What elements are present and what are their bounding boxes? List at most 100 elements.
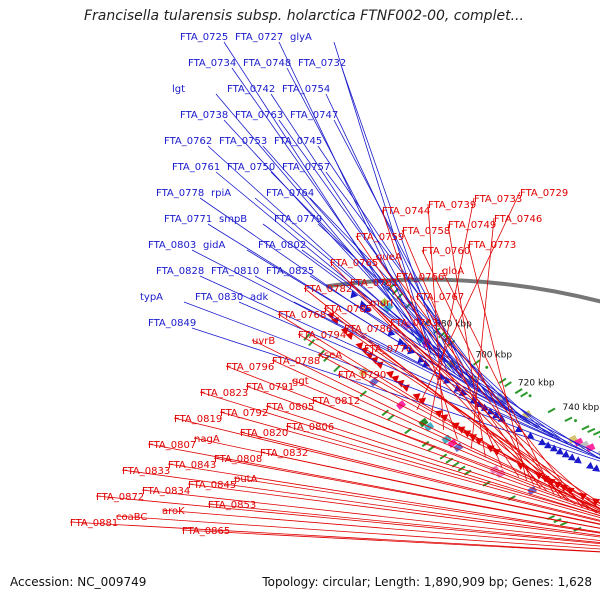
forward-gene-label: typA <box>140 292 163 303</box>
forward-gene-leader <box>341 67 447 367</box>
forward-gene-label: FTA_0745 <box>274 136 322 147</box>
reverse-gene-label: FTA_0758 <box>402 226 450 237</box>
reverse-gene-leader <box>337 373 600 505</box>
scale-label: 700 kbp <box>475 351 512 361</box>
gc-feature-mark <box>308 338 316 347</box>
forward-gene-leader <box>309 197 525 421</box>
reverse-gene-label: FTA_0807 <box>148 440 196 451</box>
reverse-gene-label: FTA_0792 <box>220 408 268 419</box>
cog-feature-block <box>567 434 578 444</box>
forward-gene-label: FTA_0825 <box>266 266 314 277</box>
forward-gene-label: FTA_0762 <box>164 136 212 147</box>
scale-tick <box>485 365 489 369</box>
reverse-gene-leader <box>311 399 600 509</box>
reverse-gene-label: FTA_0770 <box>364 344 412 355</box>
reverse-gene-label: FTA_0806 <box>286 422 334 433</box>
forward-gene-label: FTA_0849 <box>148 318 196 329</box>
reverse-gene-label: FTA_0746 <box>494 214 542 225</box>
reverse-gene-label: FTA_0881 <box>70 518 118 529</box>
forward-gene-leader <box>278 119 471 386</box>
reverse-gene-leader <box>187 483 600 538</box>
reverse-gene-label: FTA_0768 <box>278 310 326 321</box>
forward-gene-leader <box>191 327 600 462</box>
reverse-gene-leader <box>245 385 600 513</box>
reverse-strand-gene <box>412 393 421 401</box>
reverse-gene-leader <box>395 275 562 499</box>
reverse-gene-leader <box>213 457 600 529</box>
reverse-gene-label: uvrB <box>252 336 275 347</box>
forward-strand-gene <box>592 464 600 472</box>
reverse-gene-label: FTA_0853 <box>208 500 256 511</box>
reverse-strand-gene <box>340 327 349 336</box>
cog-feature-block <box>421 337 432 348</box>
reverse-gene-leader <box>415 295 583 508</box>
reverse-gene-label: FTA_0832 <box>260 448 308 459</box>
reverse-gene-label: FTA_0760 <box>422 246 470 257</box>
reverse-gene-label: FTA_0767 <box>416 292 464 303</box>
reverse-gene-label: FTA_0759 <box>356 232 404 243</box>
cog-feature-block <box>573 437 584 447</box>
forward-gene-label: FTA_0754 <box>282 84 330 95</box>
reverse-gene-label: FTA_0744 <box>382 206 430 217</box>
gc-feature-mark <box>359 390 367 398</box>
reverse-gene-leader <box>95 495 600 545</box>
gc-feature-mark <box>504 381 512 388</box>
forward-gene-leader <box>246 249 561 441</box>
forward-gene-leader <box>262 223 539 429</box>
cog-feature-block <box>453 442 464 453</box>
reverse-gene-label: nagA <box>194 434 220 445</box>
reverse-gene-label: FTA_0793 <box>390 318 438 329</box>
reverse-strand-gene <box>401 384 410 392</box>
reverse-gene-leader <box>285 425 600 516</box>
forward-gene-leader <box>293 301 600 456</box>
reverse-gene-leader <box>233 477 600 534</box>
forward-gene-label: FTA_0727 <box>235 32 283 43</box>
reverse-gene-leader <box>207 503 600 543</box>
reverse-gene-label: FTA_0865 <box>182 526 230 537</box>
forward-strand-gene <box>555 447 564 455</box>
reverse-gene-leader <box>421 249 534 485</box>
gc-feature-mark <box>472 359 481 366</box>
forward-strand-gene <box>492 411 501 419</box>
reverse-gene-leader <box>141 489 600 541</box>
forward-gene-label: FTA_0778 <box>156 188 204 199</box>
reverse-gene-label: FTA_0785 <box>324 304 372 315</box>
forward-gene-label: rpiA <box>211 188 231 199</box>
reverse-gene-leader <box>416 191 521 411</box>
forward-gene-label: FTA_0750 <box>227 162 275 173</box>
forward-gene-label: FTA_0803 <box>148 240 196 251</box>
forward-gene-label: FTA_0753 <box>219 136 267 147</box>
reverse-gene-label: FTA_0833 <box>122 466 170 477</box>
reverse-gene-label: FTA_0765 <box>330 258 378 269</box>
reverse-gene-label: FTA_0872 <box>96 492 144 503</box>
reverse-gene-leader <box>239 431 600 521</box>
reverse-gene-leader <box>167 463 600 533</box>
forward-gene-leader <box>333 41 432 355</box>
forward-gene-label: lgt <box>172 84 185 95</box>
reverse-gene-label: FTA_0843 <box>168 460 216 471</box>
forward-strand-gene <box>549 444 558 452</box>
forward-strand-gene <box>453 384 462 392</box>
forward-gene-label: adk <box>250 292 268 303</box>
reverse-gene-leader <box>199 391 600 517</box>
forward-strand-gene <box>526 431 535 439</box>
reverse-gene-leader <box>297 333 600 510</box>
accession-label: Accession: NC_009749 <box>10 575 147 589</box>
reverse-gene-leader <box>277 313 600 515</box>
cog-feature-block <box>378 297 389 308</box>
reverse-strand-gene <box>331 317 340 325</box>
forward-strand-gene <box>387 328 396 337</box>
reverse-gene-leader <box>115 515 600 550</box>
scale-tick <box>574 419 578 423</box>
reverse-gene-leader <box>69 521 600 553</box>
reverse-gene-label: FTA_0796 <box>226 362 274 373</box>
cog-feature-block <box>418 417 429 428</box>
gc-feature-mark <box>514 388 523 395</box>
reverse-gene-label: gloA <box>442 266 464 277</box>
reverse-gene-label: FTA_0766 <box>396 272 444 283</box>
reverse-gene-leader <box>363 347 600 504</box>
gc-feature-mark <box>498 377 507 384</box>
forward-strand-gene <box>573 456 582 464</box>
